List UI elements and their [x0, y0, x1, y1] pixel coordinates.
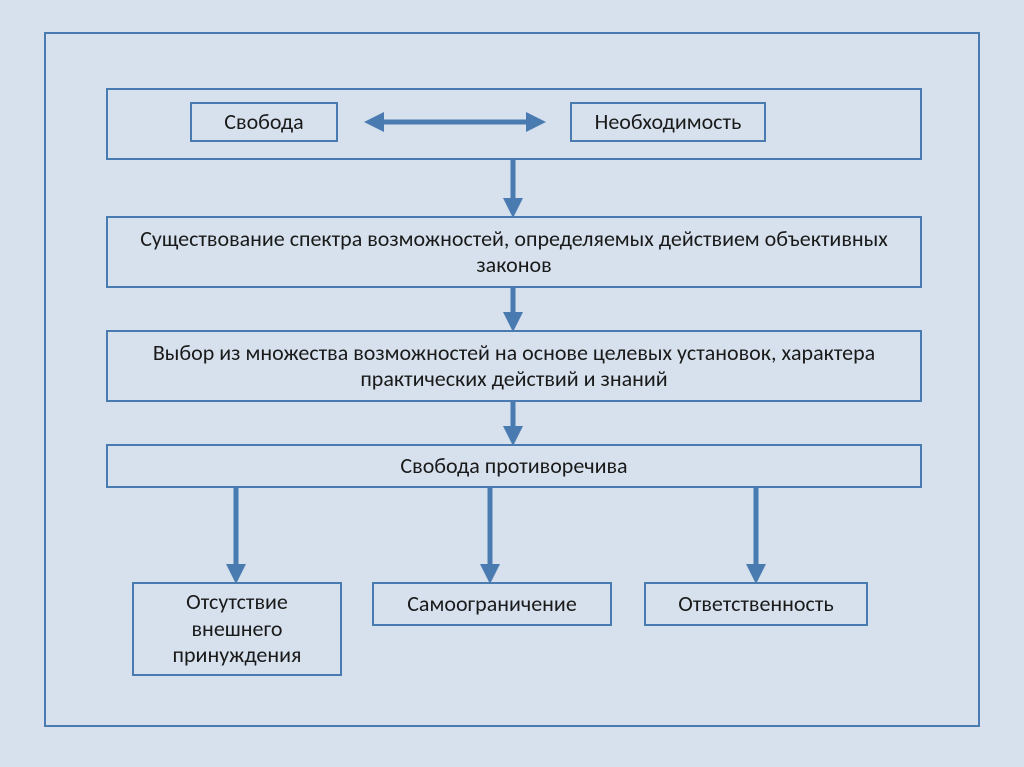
freedom-label: Свобода [224, 109, 303, 135]
selflimit-label: Самоограничение [407, 591, 577, 617]
responsibility-box: Ответственность [644, 582, 868, 626]
contradictory-box: Свобода противоречива [106, 444, 922, 488]
absence-label: Отсутствие внешнего принуждения [142, 589, 332, 668]
contradictory-label: Свобода противоречива [400, 453, 627, 479]
spectrum-label: Существование спектра возможностей, опре… [116, 226, 912, 279]
spectrum-box: Существование спектра возможностей, опре… [106, 216, 922, 288]
selflimit-box: Самоограничение [372, 582, 612, 626]
necessity-label: Необходимость [595, 109, 742, 135]
absence-box: Отсутствие внешнего принуждения [132, 582, 342, 676]
necessity-box: Необходимость [570, 102, 766, 142]
choice-label: Выбор из множества возможностей на основ… [116, 340, 912, 393]
freedom-box: Свобода [190, 102, 338, 142]
choice-box: Выбор из множества возможностей на основ… [106, 330, 922, 402]
outer-frame: Свобода Необходимость Существование спек… [44, 32, 980, 727]
responsibility-label: Ответственность [678, 591, 833, 617]
